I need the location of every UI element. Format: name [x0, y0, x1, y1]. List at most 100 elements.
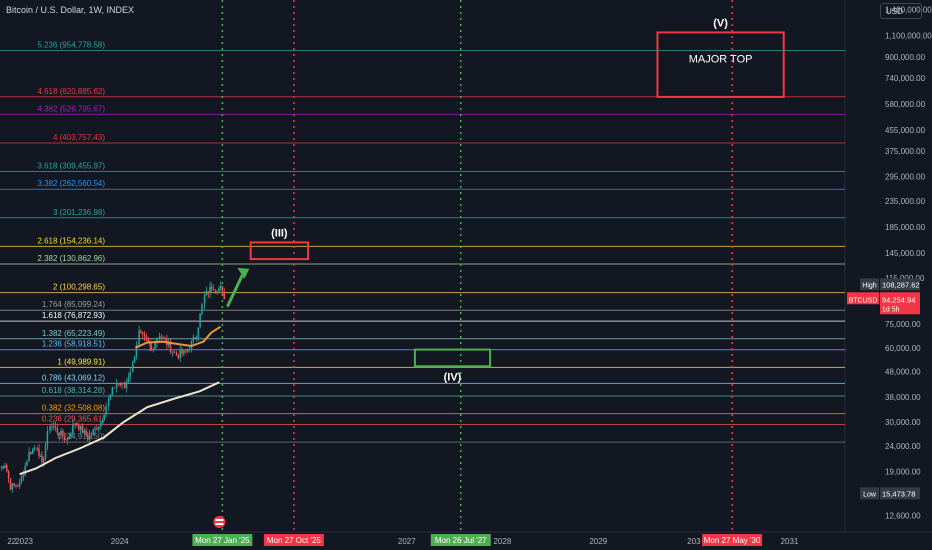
- candle-body: [97, 427, 100, 430]
- fib-level-label: 0.236 (29,365.61): [42, 415, 105, 424]
- chart-title: Bitcoin / U.S. Dollar, 1W, INDEX: [6, 5, 135, 15]
- candle-body: [9, 478, 12, 490]
- candle-body: [194, 337, 196, 340]
- candle-body: [212, 289, 215, 291]
- candle-body: [105, 406, 107, 415]
- candle-body: [216, 290, 218, 292]
- fib-level-label: 1.764 (85,099.24): [42, 300, 105, 309]
- x-tick-label: 2023: [15, 537, 33, 546]
- candle-body: [123, 383, 126, 388]
- candle-body: [49, 426, 51, 432]
- candle-body: [103, 414, 105, 421]
- candle-body: [154, 343, 156, 350]
- fib-level-label: 2 (100,298.65): [53, 283, 105, 292]
- candle-body: [18, 482, 21, 487]
- y-tick-label: 38,000.00: [885, 393, 921, 402]
- date-marker-badge: [430, 534, 491, 546]
- candle-body: [51, 426, 53, 428]
- fib-level-label: 5.236 (954,778.58): [37, 41, 105, 50]
- y-tick-label: 30,000.00: [885, 418, 921, 427]
- candle-body: [107, 398, 110, 407]
- fib-level-label: 4.618 (620,885.62): [37, 87, 105, 96]
- candle-body: [138, 330, 140, 345]
- candle-body: [7, 471, 10, 479]
- candle-body: [74, 423, 76, 425]
- candle-body: [143, 334, 146, 337]
- candle-body: [96, 428, 98, 430]
- candle-body: [121, 383, 123, 386]
- candle-body: [4, 465, 6, 468]
- candle-body: [183, 350, 185, 354]
- candle-body: [113, 387, 115, 389]
- candles: [1, 281, 225, 494]
- event-flag-icon: [213, 516, 226, 528]
- y-tick-label: 24,000.00: [885, 442, 921, 451]
- fib-level-label: 3.618 (309,455.97): [37, 162, 105, 171]
- candle-body: [140, 330, 142, 333]
- x-tick-label: 22: [7, 537, 16, 546]
- y-tick-label: 185,000.00: [885, 223, 926, 232]
- fib-level-label: 4 (403,757.43): [53, 133, 105, 142]
- candle-body: [76, 423, 78, 426]
- candle-body: [92, 429, 94, 435]
- candle-body: [169, 342, 172, 353]
- fib-level-label: 0 (24,915.50): [57, 432, 105, 441]
- candle-body: [111, 387, 114, 395]
- candle-body: [179, 350, 181, 358]
- date-marker-badge: [263, 534, 324, 546]
- price-label-name: Low: [863, 491, 877, 498]
- candle-body: [218, 287, 220, 292]
- candle-body: [68, 436, 70, 440]
- candle-body: [158, 336, 161, 340]
- date-marker-badge: [702, 534, 763, 546]
- candle-body: [205, 291, 208, 295]
- candle-body: [209, 286, 211, 294]
- fib-level-label: 2.618 (154,236.14): [37, 236, 105, 245]
- y-tick-label: 48,000.00: [885, 368, 921, 377]
- candle-body: [63, 436, 66, 440]
- fib-level-label: 4.382 (526,795.67): [37, 104, 105, 113]
- candle-body: [15, 485, 17, 487]
- candle-body: [127, 377, 130, 383]
- candle-body: [119, 383, 121, 386]
- price-label-value-box: [880, 292, 920, 315]
- candle-body: [223, 291, 225, 300]
- candle-body: [56, 427, 59, 433]
- candle-body: [160, 336, 163, 338]
- price-label-name-box: [860, 278, 879, 291]
- price-label-name-box: [860, 487, 879, 500]
- y-tick-label: 455,000.00: [885, 126, 926, 135]
- candle-body: [152, 349, 154, 351]
- price-label-value-box: [880, 278, 920, 291]
- y-tick-label: 740,000.00: [885, 74, 926, 83]
- x-tick-label: 2024: [111, 537, 129, 546]
- candle-body: [36, 448, 38, 450]
- fib-level-label: 3.382 (262,560.54): [37, 179, 105, 188]
- candle-body: [78, 425, 80, 430]
- fib-level-label: 0.786 (43,069.12): [42, 373, 105, 382]
- candle-body: [41, 456, 43, 463]
- price-label-btcusd: BTCUSD 94,254.94 1d 5h: [847, 292, 920, 315]
- candle-body: [79, 425, 82, 430]
- fib-level-label: 1.382 (65,223.49): [42, 329, 105, 338]
- candle-body: [42, 458, 45, 463]
- y-tick-label: 12,600.00: [885, 511, 921, 520]
- candle-body: [129, 371, 131, 378]
- candle-body: [70, 433, 72, 437]
- x-tick-label: 2031: [781, 537, 799, 546]
- event-flag-stripe: [215, 519, 224, 521]
- candle-body: [167, 342, 170, 346]
- y-tick-label: 19,000.00: [885, 467, 921, 476]
- currency-button[interactable]: USD: [880, 3, 922, 19]
- price-label-value-box: [880, 487, 920, 500]
- candle-body: [203, 294, 206, 305]
- candle-body: [85, 430, 87, 436]
- fib-level-label: 1.618 (76,872.93): [42, 311, 105, 320]
- candle-body: [185, 350, 187, 352]
- candle-body: [199, 313, 201, 328]
- candle-body: [132, 362, 134, 372]
- event-flag-circle: [213, 516, 226, 528]
- candle-body: [20, 477, 23, 483]
- candle-body: [195, 337, 198, 340]
